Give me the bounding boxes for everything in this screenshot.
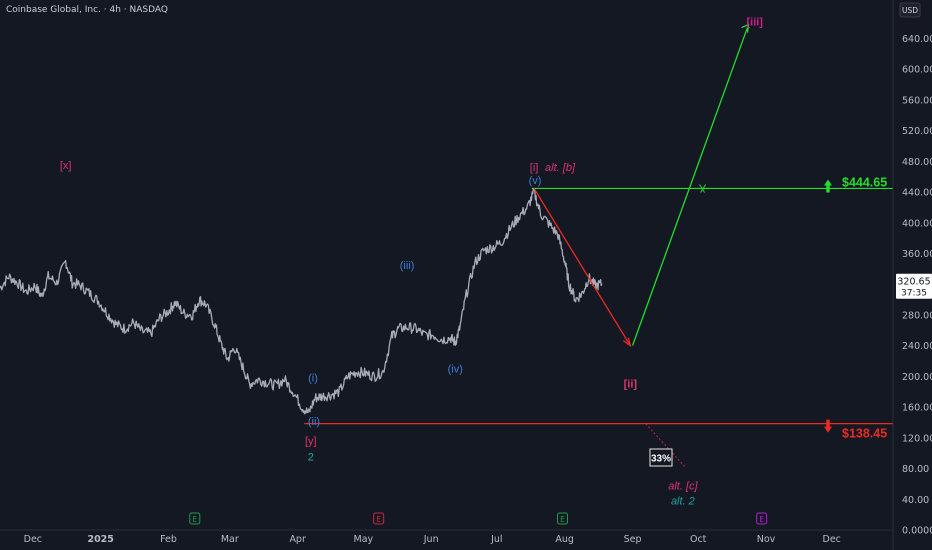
- rally-arrowhead: [741, 23, 750, 33]
- time-tick-label: Jul: [490, 534, 502, 545]
- wave-label: 2: [308, 451, 314, 463]
- wave-label: (v): [529, 175, 542, 187]
- wave-label: alt. [b]: [545, 162, 576, 174]
- time-tick-label: Jun: [423, 534, 439, 545]
- earnings-marker: [756, 512, 768, 525]
- decline-projection-line: [533, 188, 631, 346]
- time-tick-label: Feb: [160, 534, 177, 545]
- probability-label: 33%: [651, 454, 671, 465]
- price-tick-label: 40.00: [902, 495, 929, 506]
- time-tick-label: May: [354, 534, 374, 545]
- wave-label: [x]: [60, 160, 72, 172]
- symbol-header: Coinbase Global, Inc. · 4h · NASDAQ: [6, 5, 168, 15]
- earnings-marker-label: E: [560, 515, 565, 524]
- price-tick-label: 240.00: [902, 341, 932, 352]
- price-tick-label: 360.00: [902, 249, 932, 260]
- wave-label: (ii): [308, 416, 320, 428]
- price-axis[interactable]: 0.0000 40.00 80.00 120.00 160.00 200.00 240.00…: [892, 0, 932, 550]
- wave-label: (iii): [400, 260, 415, 272]
- price-tick-label: 160.00: [902, 403, 932, 414]
- decline-arrowhead: [622, 337, 632, 348]
- current-price-value: 320.65: [897, 277, 930, 288]
- time-tick-label: Oct: [690, 534, 707, 545]
- price-tick-label: 560.00: [902, 95, 932, 106]
- wave-label: (i): [308, 373, 318, 385]
- price-tick-label: 440.00: [902, 188, 932, 199]
- time-axis[interactable]: Dec 2025 Feb Mar Apr May Jun Jul Aug Sep Oct Nov Dec: [0, 529, 893, 545]
- wave-label: [iii]: [746, 17, 763, 29]
- down-arrow-icon: [824, 419, 832, 433]
- wave-label: (iv): [448, 364, 463, 376]
- price-tick-label: 400.00: [902, 218, 932, 229]
- lower-level-label: $138.45: [842, 427, 887, 441]
- time-tick-label: Mar: [221, 534, 239, 545]
- price-tick-label: 520.00: [902, 126, 932, 137]
- time-tick-label: Dec: [823, 534, 841, 545]
- time-tick-label: 2025: [87, 534, 113, 545]
- bar-countdown: 37:35: [901, 289, 927, 299]
- price-tick-label: 80.00: [902, 464, 929, 475]
- price-tick-label: 280.00: [902, 310, 932, 321]
- price-tick-label: 200.00: [902, 372, 932, 383]
- alt-decline-dotted-line: [645, 423, 686, 468]
- price-tick-label: 480.00: [902, 157, 932, 168]
- time-tick-label: Sep: [624, 534, 642, 545]
- projection-layer: 33%: [533, 23, 750, 468]
- price-line: [0, 187, 603, 415]
- earnings-marker-label: E: [759, 515, 764, 524]
- rally-projection-line: [631, 24, 750, 346]
- earnings-marker: [373, 512, 385, 525]
- earnings-marker: [557, 512, 569, 525]
- time-tick-label: Apr: [289, 534, 306, 545]
- levels-layer: $444.65 $138.45: [304, 175, 893, 441]
- earnings-marker-label: E: [376, 515, 381, 524]
- currency-label: USD: [902, 6, 918, 15]
- price-layer: [0, 187, 603, 415]
- time-tick-label: Nov: [757, 534, 776, 545]
- annotation-layer: [x] (i) (ii) [y] 2 (iii) (iv) [i] alt. [b](v) [ii…: [60, 17, 763, 508]
- price-tick-label: 640.00: [902, 34, 932, 45]
- up-arrow-icon: [824, 179, 832, 193]
- upper-level-label: $444.65: [842, 175, 887, 189]
- current-price-tag: [896, 273, 932, 299]
- wave-label: alt. [c]: [668, 481, 698, 493]
- wave-label: [i]: [530, 162, 539, 174]
- time-tick-label: Aug: [555, 534, 574, 545]
- price-tick-label: 0.0000: [902, 526, 932, 537]
- intersection-mark: [699, 184, 707, 193]
- price-tick-label: 600.00: [902, 65, 932, 76]
- earnings-marker: [189, 512, 201, 525]
- probability-box: [649, 448, 673, 467]
- time-tick-label: Dec: [24, 534, 42, 545]
- currency-box: [899, 2, 921, 18]
- earnings-marker-label: E: [192, 515, 197, 524]
- wave-label: alt. 2: [671, 496, 695, 508]
- price-tick-label: 120.00: [902, 433, 932, 444]
- wave-label: [ii]: [624, 379, 638, 391]
- wave-label: [y]: [305, 435, 317, 447]
